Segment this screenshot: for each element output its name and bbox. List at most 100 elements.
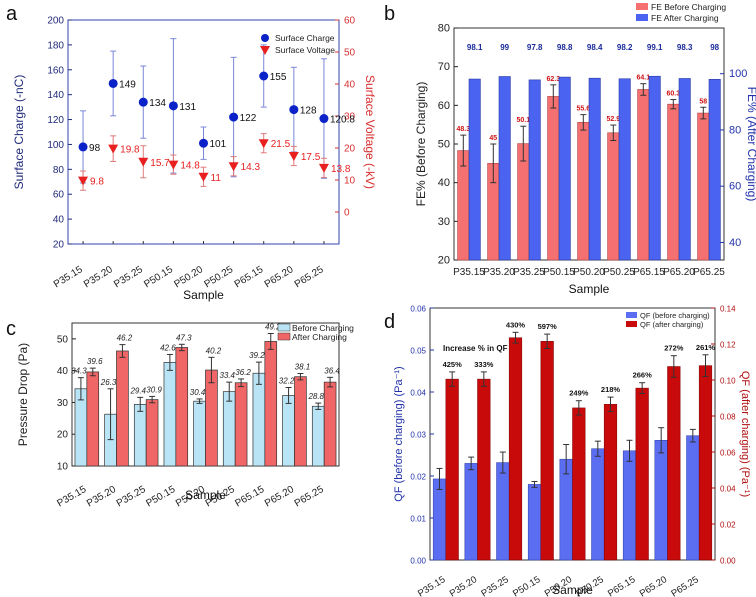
x-tick-label: P65.15 bbox=[633, 267, 665, 278]
voltage-point bbox=[168, 160, 179, 170]
voltage-point bbox=[108, 144, 119, 154]
y2-axis-title: QF (after charging) (Pa⁻¹) bbox=[739, 371, 751, 497]
y2-tick-label: 0.12 bbox=[720, 341, 736, 350]
x-tick-label: P50.20 bbox=[573, 267, 605, 278]
fe-before-bar bbox=[697, 112, 710, 261]
after-charging-bar bbox=[323, 381, 337, 467]
legend-charge-marker bbox=[261, 34, 269, 42]
qf-after-bar bbox=[635, 387, 649, 561]
x-axis-title: Sample bbox=[569, 282, 610, 296]
legend-after-swatch bbox=[636, 14, 648, 21]
y2-tick-label: 40 bbox=[729, 237, 741, 249]
qf-increase-label: 261% bbox=[696, 343, 716, 352]
y-axis-title: FE% (Before Charging) bbox=[414, 82, 428, 207]
y-tick-label: 120 bbox=[47, 115, 64, 126]
x-tick-label: P35.15 bbox=[52, 264, 85, 290]
before-charging-bar bbox=[163, 362, 177, 467]
fe-before-bar bbox=[457, 150, 470, 261]
panel-label-d: d bbox=[384, 311, 395, 333]
charge-point bbox=[108, 78, 118, 88]
fe-after-data-label: 98 bbox=[710, 43, 719, 52]
qf-increase-label: 333% bbox=[474, 360, 494, 369]
y2-tick-label: 0.04 bbox=[720, 485, 736, 494]
before-charging-bar bbox=[282, 395, 295, 467]
fe-before-bar bbox=[637, 89, 650, 261]
panel-label-c: c bbox=[6, 318, 16, 340]
fe-after-data-label: 98.4 bbox=[587, 43, 603, 52]
x-tick-label: P35.15 bbox=[55, 484, 88, 510]
x-tick-label: P35.20 bbox=[483, 267, 515, 278]
fe-after-data-label: 97.8 bbox=[527, 43, 543, 52]
after-charging-bar bbox=[205, 369, 218, 467]
voltage-data-label: 11 bbox=[211, 173, 222, 184]
fe-after-bar bbox=[618, 78, 631, 261]
fe-after-bar bbox=[678, 78, 691, 261]
fe-after-data-label: 98.8 bbox=[557, 43, 573, 52]
after-charging-bar bbox=[86, 371, 100, 467]
fe-before-data-label: 62.3 bbox=[546, 76, 560, 83]
after-data-label: 36.2 bbox=[235, 368, 251, 377]
y-tick-label: 0.00 bbox=[410, 557, 426, 566]
x-tick-label: P35.20 bbox=[85, 484, 118, 510]
qf-after-bar bbox=[477, 378, 491, 561]
before-data-label: 30.4 bbox=[190, 388, 206, 397]
y2-tick-label: 0.02 bbox=[720, 521, 736, 530]
y2-tick-label: 80 bbox=[729, 124, 741, 136]
charge-data-label: 120.8 bbox=[330, 115, 355, 126]
fe-after-data-label: 99.1 bbox=[647, 43, 663, 52]
x-tick-label: P35.25 bbox=[112, 264, 145, 290]
voltage-point bbox=[228, 162, 239, 172]
before-data-label: 29.4 bbox=[129, 386, 146, 395]
after-data-label: 39.6 bbox=[87, 357, 103, 366]
qf-before-bar bbox=[527, 484, 542, 561]
fe-after-data-label: 98.1 bbox=[467, 43, 483, 52]
qf-annotation: Increase % in QF bbox=[443, 344, 508, 353]
fe-before-data-label: 50.1 bbox=[516, 117, 530, 124]
before-data-label: 33.4 bbox=[219, 371, 235, 380]
charge-point bbox=[199, 138, 208, 148]
y2-tick-label: 40 bbox=[344, 80, 356, 91]
charge-data-label: 122 bbox=[240, 113, 257, 124]
x-tick-label: P50.15 bbox=[511, 574, 542, 597]
charge-point bbox=[78, 142, 88, 152]
legend-before-swatch bbox=[636, 3, 648, 10]
y-tick-label: 70 bbox=[438, 61, 450, 73]
y-tick-label: 40 bbox=[53, 215, 65, 226]
after-data-label: 36.4 bbox=[324, 366, 340, 375]
x-tick-label: P50.25 bbox=[603, 267, 635, 278]
x-tick-label: P65.15 bbox=[233, 264, 266, 290]
legend-voltage-label: Surface Voltage bbox=[275, 45, 335, 55]
y-tick-label: 40 bbox=[57, 366, 69, 377]
charge-point bbox=[289, 105, 299, 115]
qf-before-bar bbox=[591, 448, 605, 561]
voltage-point bbox=[78, 176, 89, 186]
y-tick-label: 0.02 bbox=[410, 473, 426, 482]
before-charging-bar bbox=[193, 400, 206, 467]
charge-point bbox=[138, 97, 148, 107]
fe-after-data-label: 98.2 bbox=[617, 43, 633, 52]
x-tick-label: P65.20 bbox=[263, 264, 296, 290]
y2-tick-label: 0.08 bbox=[720, 413, 736, 422]
qf-increase-label: 249% bbox=[569, 389, 589, 398]
y2-tick-label: 10 bbox=[344, 176, 356, 187]
after-charging-bar bbox=[294, 376, 307, 467]
y2-axis-title: Surface Voltage (-kV) bbox=[363, 75, 377, 189]
fe-before-bar bbox=[607, 132, 620, 261]
before-data-label: 32.2 bbox=[279, 377, 295, 386]
qf-increase-label: 218% bbox=[601, 385, 621, 394]
y-tick-label: 200 bbox=[47, 16, 64, 27]
voltage-point bbox=[318, 163, 329, 173]
voltage-data-label: 14.3 bbox=[241, 162, 261, 173]
before-charging-bar bbox=[133, 404, 147, 467]
qf-after-bar bbox=[540, 341, 554, 561]
fe-after-bar bbox=[648, 75, 661, 261]
x-tick-label: P65.15 bbox=[606, 574, 637, 597]
fe-before-data-label: 45 bbox=[489, 135, 497, 142]
after-charging-bar bbox=[116, 350, 129, 467]
x-tick-label: P50.15 bbox=[543, 267, 575, 278]
y-tick-label: 80 bbox=[438, 23, 450, 35]
qf-before-bar bbox=[654, 440, 668, 561]
x-tick-label: P35.20 bbox=[82, 264, 115, 290]
y2-tick-label: 0.00 bbox=[720, 557, 736, 566]
